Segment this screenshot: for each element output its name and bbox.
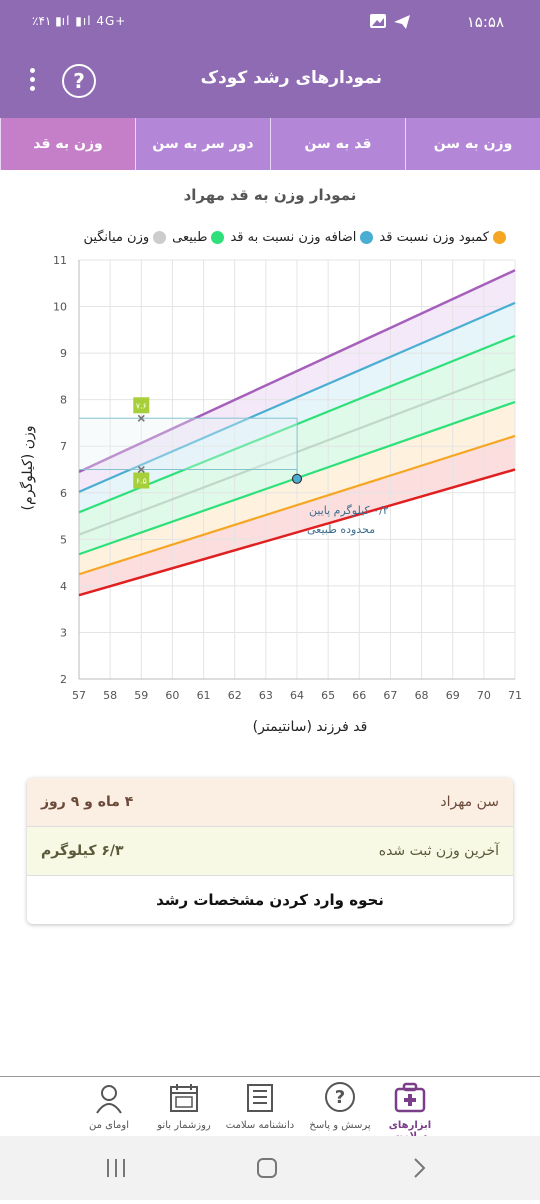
nav-label: روزشمار بانو <box>157 1120 211 1131</box>
y-tick-label: 11 <box>53 254 67 267</box>
info-card: سن مهراد ۴ ماه و ۹ روز آخرین وزن ثبت شده… <box>27 778 513 924</box>
x-tick-label: 59 <box>134 689 148 702</box>
y-tick-label: 6 <box>60 487 67 500</box>
legend-overweight: اضافه وزن نسبت به قد <box>230 230 374 245</box>
notification-icons <box>370 14 410 29</box>
age-value: ۴ ماه و ۹ روز <box>41 794 134 810</box>
tab-head-for-age[interactable]: دور سر به سن <box>135 118 270 170</box>
deviation-annotation: ۰/۲ کیلوگرم پایین <box>309 504 389 517</box>
nav-questions[interactable]: ? پرسش و پاسخ <box>300 1081 380 1131</box>
home-icon[interactable] <box>257 1158 277 1178</box>
help-icon[interactable]: ? <box>62 64 96 98</box>
age-row: سن مهراد ۴ ماه و ۹ روز <box>27 778 513 827</box>
x-tick-label: 63 <box>259 689 273 702</box>
weight-value: ۶/۳ کیلوگرم <box>41 843 124 859</box>
system-nav-bar <box>0 1136 540 1200</box>
chart-tabs: وزن به سن قد به سن دور سر به سن وزن به ق… <box>0 118 540 170</box>
app-header: ? نمودارهای رشد کودک <box>0 44 540 118</box>
nav-encyclopedia[interactable]: دانشنامه سلامت <box>220 1081 300 1131</box>
question-bubble-icon: ? <box>325 1082 355 1112</box>
tab-weight-for-age[interactable]: وزن به سن <box>405 118 540 170</box>
child-data-point <box>291 473 303 484</box>
weight-label: آخرین وزن ثبت شده <box>378 843 499 859</box>
series-line <box>78 269 516 473</box>
x-tick-label: 60 <box>165 689 179 702</box>
chart-title: نمودار وزن به قد مهراد <box>183 186 357 204</box>
encyclopedia-icon <box>247 1084 273 1112</box>
x-tick-label: 71 <box>508 689 522 702</box>
legend-average: وزن میانگین <box>83 230 167 245</box>
range-marker-box <box>133 397 150 414</box>
nav-health-tools[interactable]: ابزارهای سلامت <box>370 1081 450 1142</box>
range-marker-label: ۶.۵ <box>136 477 147 486</box>
network-type: 4G+ <box>96 14 127 28</box>
y-tick-label: 8 <box>60 394 67 407</box>
range-marker-x <box>137 465 145 474</box>
y-tick-label: 9 <box>60 347 67 360</box>
y-tick-label: 2 <box>60 673 67 686</box>
x-tick-label: 70 <box>477 689 491 702</box>
profile-icon <box>96 1085 122 1114</box>
growth-help-button[interactable]: نحوه وارد کردن مشخصات رشد <box>156 891 384 909</box>
x-tick-label: 68 <box>415 689 429 702</box>
svg-text:?: ? <box>335 1087 345 1108</box>
x-tick-label: 64 <box>290 689 304 702</box>
status-time: ۱۵:۵۸ <box>466 13 504 31</box>
nav-label: اومای من <box>89 1120 129 1131</box>
x-tick-label: 65 <box>321 689 335 702</box>
age-label: سن مهراد <box>440 794 499 810</box>
legend-normal: طبیعی <box>172 230 225 245</box>
system-nav-icons <box>107 1158 426 1178</box>
y-axis-label: وزن (کیلوگرم) <box>19 426 36 511</box>
series-line <box>78 434 516 576</box>
range-marker-label: ۷.۶ <box>136 401 147 410</box>
x-tick-label: 61 <box>197 689 211 702</box>
tab-weight-for-height[interactable]: وزن به قد <box>0 118 135 170</box>
recent-apps-icon[interactable] <box>107 1159 125 1177</box>
back-icon[interactable] <box>414 1158 426 1178</box>
y-tick-label: 5 <box>60 533 67 546</box>
status-left: ٪۴۱ ▮ıl ▮ıl 4G+ <box>32 14 126 28</box>
x-tick-label: 57 <box>72 689 86 702</box>
nav-label: پرسش و پاسخ <box>309 1120 371 1131</box>
tab-height-for-age[interactable]: قد به سن <box>270 118 405 170</box>
x-tick-label: 69 <box>446 689 460 702</box>
nav-label: دانشنامه سلامت <box>225 1120 295 1131</box>
x-tick-label: 62 <box>228 689 242 702</box>
signal-icon: ▮ıl ▮ıl <box>55 14 92 28</box>
y-tick-label: 7 <box>60 440 67 453</box>
normal-range-highlight <box>79 418 297 470</box>
series-line <box>78 301 516 493</box>
status-bar: ۱۵:۵۸ ٪۴۱ ▮ıl ▮ıl 4G+ <box>0 0 540 44</box>
medical-kit-icon <box>394 1082 426 1113</box>
range-marker-x <box>137 414 145 422</box>
legend-swatch <box>360 231 374 244</box>
series-line <box>78 468 516 597</box>
x-tick-label: 67 <box>383 689 397 702</box>
range-marker-box <box>133 472 150 489</box>
chart-legend: کمبود وزن نسبت قد اضافه وزن نسبت به قد ط… <box>83 230 506 245</box>
legend-swatch <box>211 231 225 244</box>
x-axis-label: قد فرزند (سانتیمتر) <box>253 719 368 735</box>
x-tick-label: 66 <box>352 689 366 702</box>
y-tick-label: 3 <box>60 626 67 639</box>
legend-swatch <box>493 231 506 244</box>
nav-profile[interactable]: اومای من <box>76 1081 142 1131</box>
legend-swatch <box>153 231 167 244</box>
legend-underweight: کمبود وزن نسبت قد <box>379 230 506 245</box>
y-tick-label: 4 <box>60 580 67 593</box>
weight-row: آخرین وزن ثبت شده ۶/۳ کیلوگرم <box>27 827 513 876</box>
nav-calendar[interactable]: روزشمار بانو <box>146 1081 222 1131</box>
y-tick-label: 10 <box>53 301 67 314</box>
calendar-icon <box>170 1084 198 1112</box>
bottom-nav: ابزارهای سلامت ? پرسش و پاسخ دانشنامه سل… <box>0 1076 540 1142</box>
battery-level: ٪۴۱ <box>32 14 52 28</box>
x-tick-label: 58 <box>103 689 117 702</box>
page-title: نمودارهای رشد کودک <box>200 68 382 88</box>
deviation-annotation-2: محدوده طبیعی <box>307 523 375 536</box>
more-menu-icon[interactable] <box>26 64 38 100</box>
weight-for-height-chart: 57 58 59 60 61 62 63 64 65 66 67 68 69 70 712345678910… <box>19 254 522 735</box>
